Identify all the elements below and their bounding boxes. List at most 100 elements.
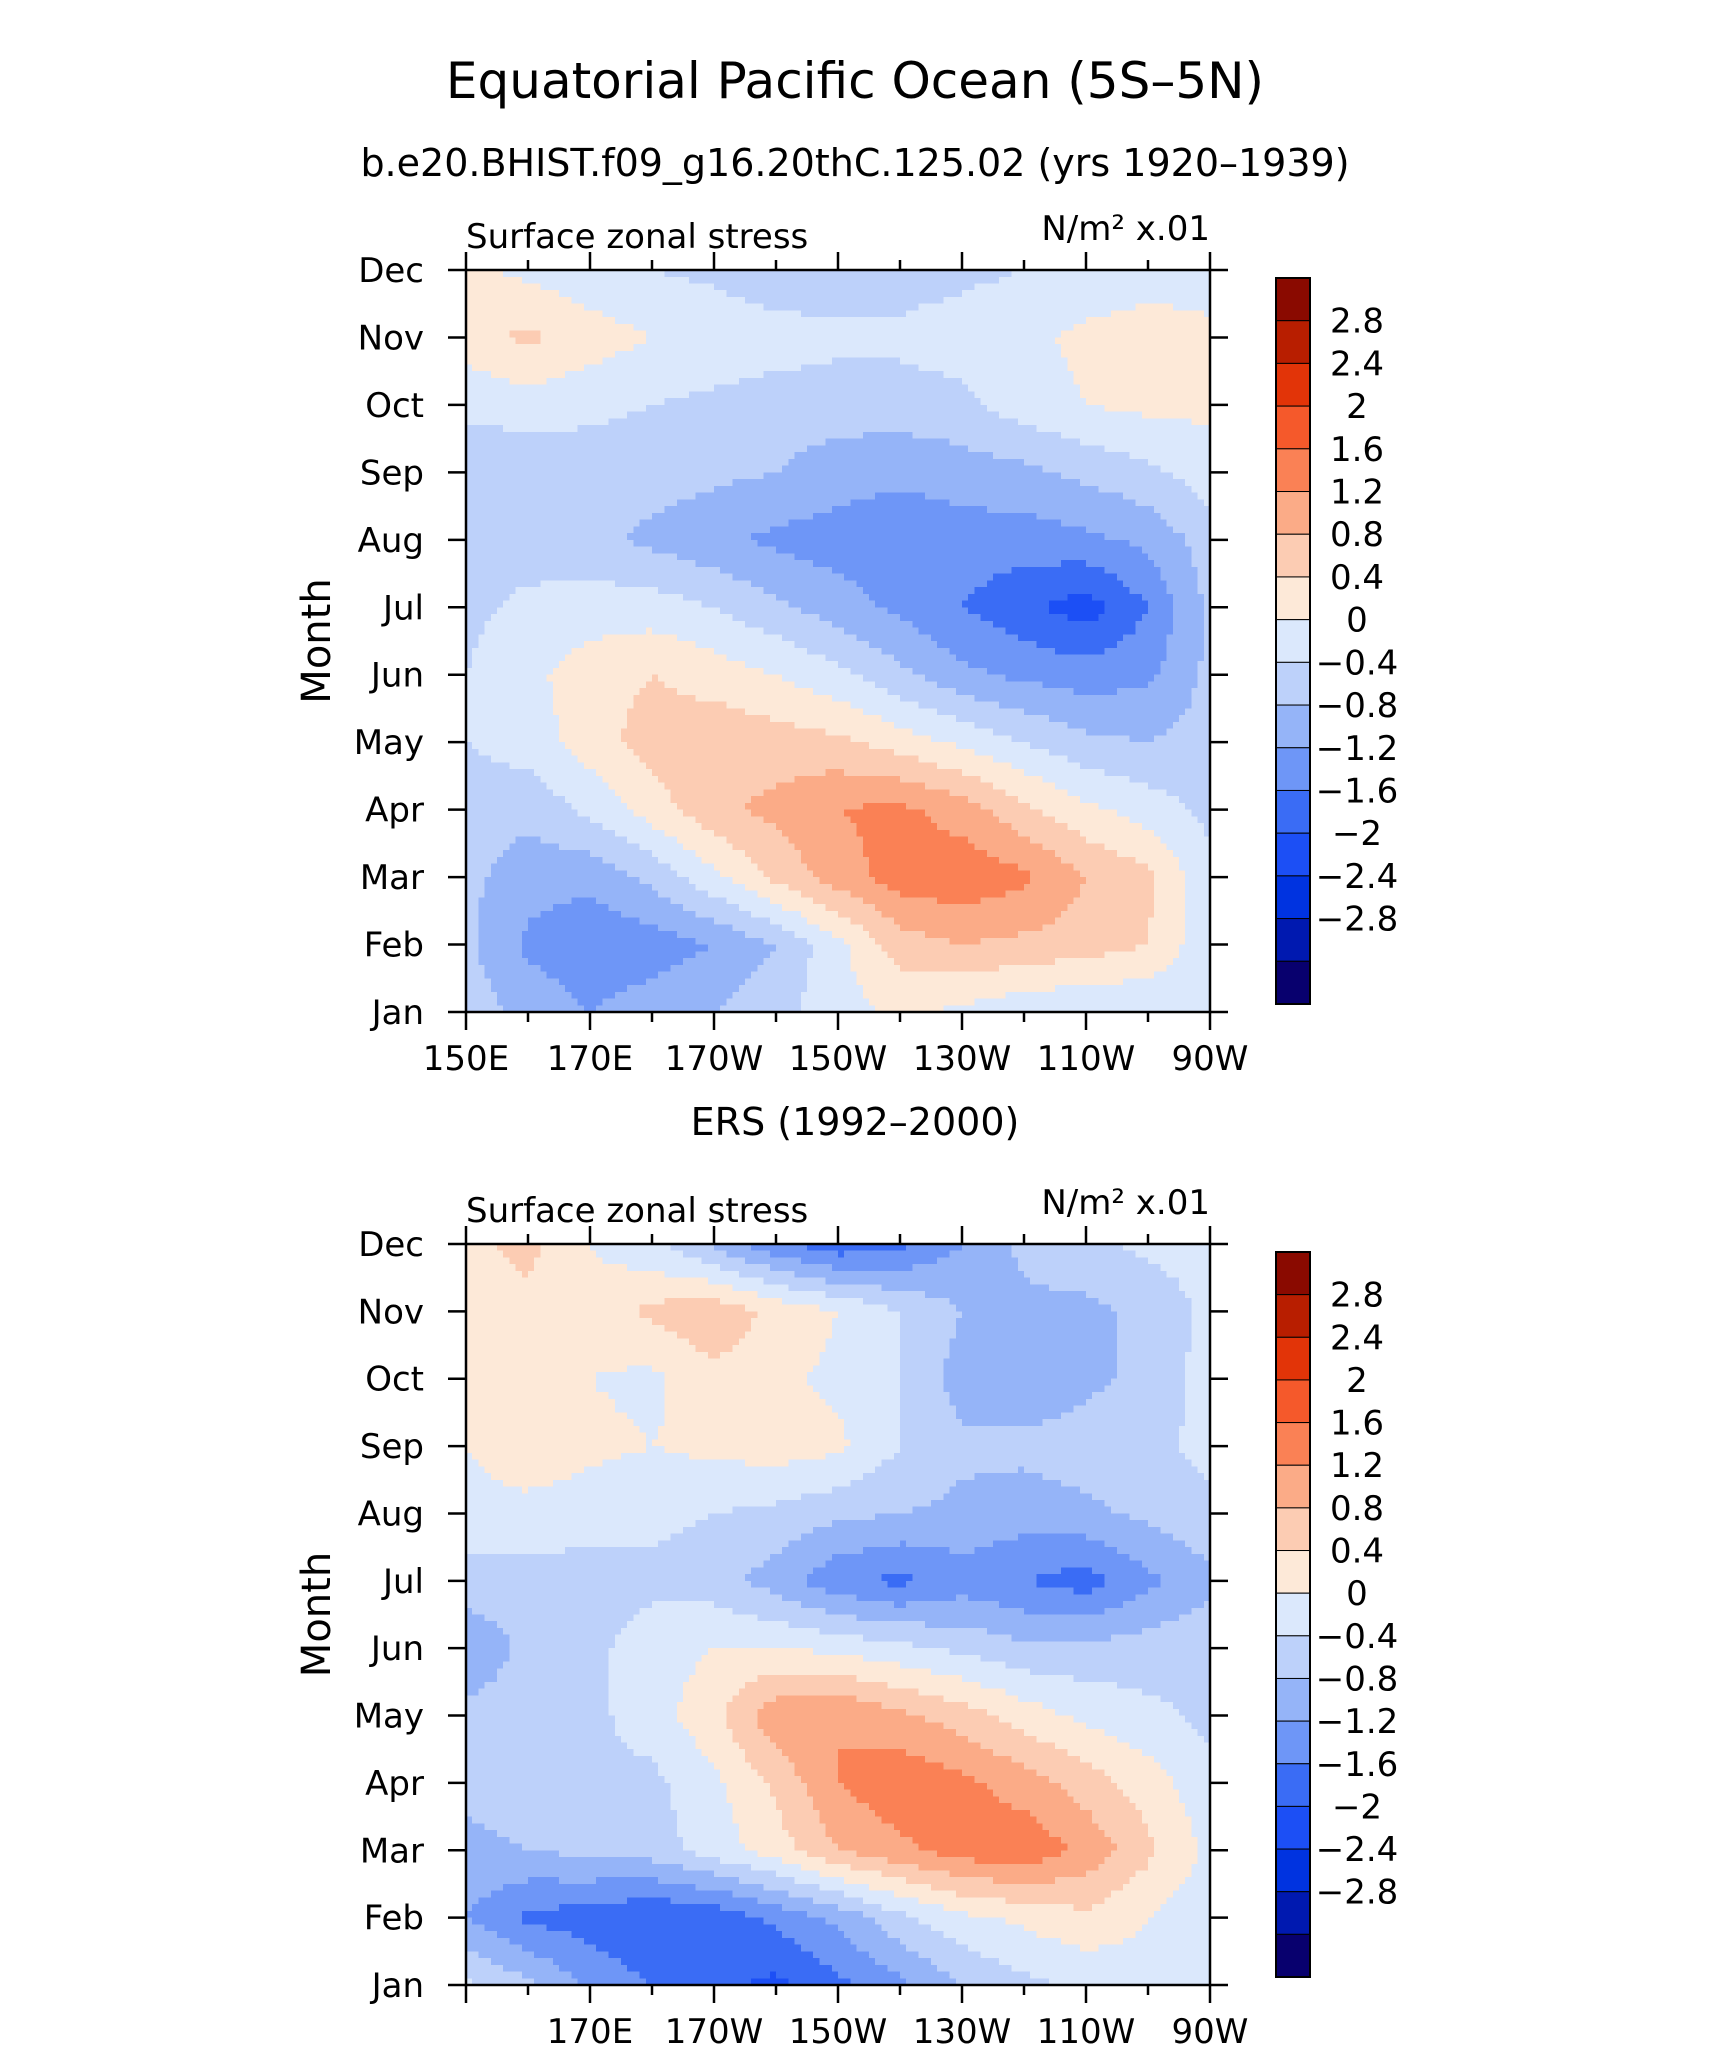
heatmap-cell: [1080, 283, 1087, 290]
heatmap-cell: [1111, 385, 1118, 392]
heatmap-cell: [1043, 412, 1050, 419]
heatmap-cell: [776, 331, 783, 338]
heatmap-cell: [1179, 310, 1186, 317]
heatmap-cell: [1012, 283, 1019, 290]
heatmap-cell: [1160, 540, 1167, 547]
heatmap-cell: [1173, 378, 1180, 385]
heatmap-cell: [559, 277, 566, 284]
heatmap-cell: [1154, 412, 1161, 419]
heatmap-cell: [838, 290, 845, 297]
heatmap-cell: [1154, 486, 1161, 493]
heatmap-cell: [565, 432, 572, 439]
heatmap-cell: [602, 371, 609, 378]
heatmap-cell: [571, 479, 578, 486]
heatmap-cell: [658, 432, 665, 439]
heatmap-cell: [950, 371, 957, 378]
heatmap-cell: [683, 283, 690, 290]
heatmap-cell: [1092, 351, 1099, 358]
heatmap-cell: [472, 283, 479, 290]
heatmap-cell: [565, 493, 572, 500]
heatmap-cell: [1142, 297, 1149, 304]
heatmap-cell: [590, 412, 597, 419]
heatmap-cell: [720, 344, 727, 351]
heatmap-cell: [832, 310, 839, 317]
heatmap-cell: [1123, 466, 1130, 473]
heatmap-cell: [869, 459, 876, 466]
heatmap-cell: [782, 324, 789, 331]
heatmap-cell: [528, 445, 535, 452]
heatmap-cell: [571, 283, 578, 290]
heatmap-cell: [553, 452, 560, 459]
heatmap-cell: [757, 432, 764, 439]
heatmap-cell: [1061, 432, 1068, 439]
heatmap-cell: [516, 466, 523, 473]
heatmap-cell: [1005, 486, 1012, 493]
heatmap-cell: [646, 486, 653, 493]
heatmap-cell: [584, 479, 591, 486]
heatmap-cell: [950, 432, 957, 439]
heatmap-cell: [478, 479, 485, 486]
heatmap-cell: [875, 364, 882, 371]
heatmap-cell: [1086, 344, 1093, 351]
heatmap-cell: [633, 337, 640, 344]
heatmap-cell: [813, 513, 820, 520]
heatmap-cell: [596, 445, 603, 452]
heatmap-cell: [1123, 317, 1130, 324]
heatmap-cell: [888, 317, 895, 324]
heatmap-cell: [863, 499, 870, 506]
heatmap-cell: [1142, 439, 1149, 446]
heatmap-cell: [1036, 378, 1043, 385]
heatmap-cell: [925, 358, 932, 365]
heatmap-cell: [757, 331, 764, 338]
heatmap-cell: [807, 412, 814, 419]
heatmap-cell: [751, 344, 758, 351]
heatmap-cell: [640, 425, 647, 432]
heatmap-cell: [968, 331, 975, 338]
heatmap-cell: [844, 290, 851, 297]
heatmap-cell: [1179, 398, 1186, 405]
heatmap-cell: [1036, 459, 1043, 466]
heatmap-cell: [553, 439, 560, 446]
heatmap-cell: [689, 479, 696, 486]
heatmap-cell: [1111, 432, 1118, 439]
heatmap-cell: [503, 486, 510, 493]
heatmap-cell: [801, 337, 808, 344]
heatmap-cell: [745, 405, 752, 412]
heatmap-cell: [801, 445, 808, 452]
heatmap-cell: [776, 324, 783, 331]
heatmap-cell: [590, 310, 597, 317]
heatmap-cell: [1160, 418, 1167, 425]
heatmap-cell: [726, 452, 733, 459]
heatmap-cell: [863, 479, 870, 486]
heatmap-cell: [1024, 371, 1031, 378]
heatmap-cell: [491, 445, 498, 452]
heatmap-cell: [571, 466, 578, 473]
heatmap-cell: [819, 540, 826, 547]
heatmap-cell: [1185, 520, 1192, 527]
heatmap-cell: [1036, 513, 1043, 520]
heatmap-cell: [968, 398, 975, 405]
heatmap-cell: [1198, 317, 1205, 324]
heatmap-cell: [677, 466, 684, 473]
heatmap-cell: [850, 331, 857, 338]
heatmap-cell: [677, 337, 684, 344]
heatmap-cell: [739, 290, 746, 297]
heatmap-cell: [472, 445, 479, 452]
heatmap-cell: [739, 499, 746, 506]
heatmap-cell: [981, 432, 988, 439]
heatmap-cell: [509, 277, 516, 284]
heatmap-cell: [770, 432, 777, 439]
heatmap-cell: [857, 351, 864, 358]
heatmap-cell: [497, 358, 504, 365]
heatmap-cell: [937, 452, 944, 459]
heatmap-cell: [751, 445, 758, 452]
heatmap-cell: [1154, 466, 1161, 473]
heatmap-cell: [658, 452, 665, 459]
heatmap-cell: [850, 520, 857, 527]
heatmap-cell: [993, 297, 1000, 304]
heatmap-cell: [547, 317, 554, 324]
heatmap-cell: [900, 385, 907, 392]
heatmap-cell: [602, 452, 609, 459]
heatmap-cell: [906, 452, 913, 459]
heatmap-cell: [602, 310, 609, 317]
